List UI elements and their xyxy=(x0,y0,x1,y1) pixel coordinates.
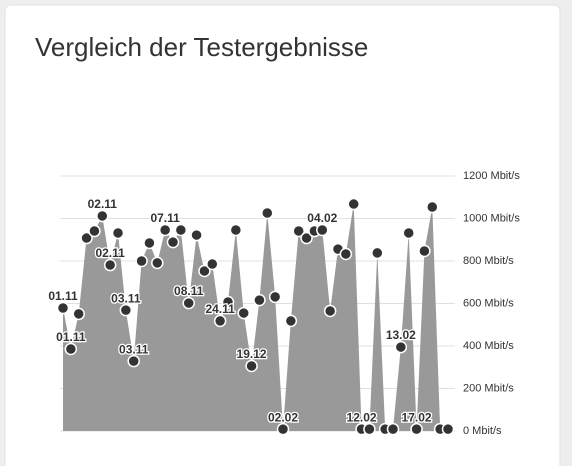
y-tick-label: 1200 Mbit/s xyxy=(463,170,520,182)
point xyxy=(347,197,360,211)
point xyxy=(268,290,282,304)
point xyxy=(103,258,117,272)
point xyxy=(276,422,290,436)
point xyxy=(135,254,148,268)
point xyxy=(166,235,180,249)
point xyxy=(386,422,400,436)
point xyxy=(80,231,93,245)
point-label: 08.11 xyxy=(174,284,204,298)
y-tick-label: 200 Mbit/s xyxy=(463,382,514,394)
point xyxy=(261,206,274,220)
point-label: 02.11 xyxy=(88,197,118,211)
point xyxy=(64,342,78,356)
point xyxy=(441,422,455,436)
point xyxy=(72,307,85,321)
point xyxy=(237,306,250,320)
point xyxy=(119,303,133,317)
point xyxy=(56,301,70,315)
point xyxy=(418,244,431,258)
point xyxy=(111,226,125,240)
point xyxy=(245,359,258,373)
point xyxy=(127,354,140,368)
point-label: 01.11 xyxy=(48,289,78,303)
point-label: 13.02 xyxy=(386,328,416,342)
point xyxy=(229,223,243,237)
point-label: 07.11 xyxy=(150,211,180,225)
point xyxy=(182,296,195,310)
point xyxy=(174,223,188,237)
point xyxy=(151,256,164,270)
y-tick-label: 800 Mbit/s xyxy=(463,255,514,267)
y-tick-label: 600 Mbit/s xyxy=(463,297,514,309)
y-tick-label: 0 Mbit/s xyxy=(463,425,502,437)
point xyxy=(96,209,109,223)
point-label: 02.11 xyxy=(95,246,125,260)
y-tick-label: 1000 Mbit/s xyxy=(463,212,520,224)
point xyxy=(284,314,298,328)
point xyxy=(143,236,156,250)
point xyxy=(292,224,305,238)
point xyxy=(394,340,408,354)
point xyxy=(158,223,172,237)
point xyxy=(221,295,235,309)
point xyxy=(206,257,219,271)
point xyxy=(316,223,329,237)
point xyxy=(198,264,211,278)
point xyxy=(88,224,101,238)
point-label: 03.11 xyxy=(111,291,141,305)
point xyxy=(190,228,203,242)
point-label: 03.11 xyxy=(119,342,149,356)
y-tick-label: 400 Mbit/s xyxy=(463,340,514,352)
point xyxy=(253,293,266,307)
point-label: 02.02 xyxy=(268,410,298,424)
point xyxy=(402,226,415,240)
point xyxy=(426,200,439,214)
point-label: 24.11 xyxy=(205,302,235,316)
point xyxy=(213,314,227,328)
point-label: 17.02 xyxy=(402,410,432,424)
point xyxy=(300,231,313,245)
point-label: 12.02 xyxy=(347,410,377,424)
point xyxy=(323,304,337,318)
point xyxy=(410,422,423,436)
point xyxy=(339,247,353,261)
point-label: 19.12 xyxy=(237,347,267,361)
point-label: 01.11 xyxy=(56,330,86,344)
point-label: 04.02 xyxy=(307,211,337,225)
point xyxy=(363,422,376,436)
point xyxy=(371,246,384,260)
chart-title: Vergleich der Testergebnisse xyxy=(35,32,368,62)
